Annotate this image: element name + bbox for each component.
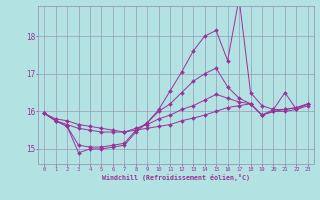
X-axis label: Windchill (Refroidissement éolien,°C): Windchill (Refroidissement éolien,°C) bbox=[102, 174, 250, 181]
